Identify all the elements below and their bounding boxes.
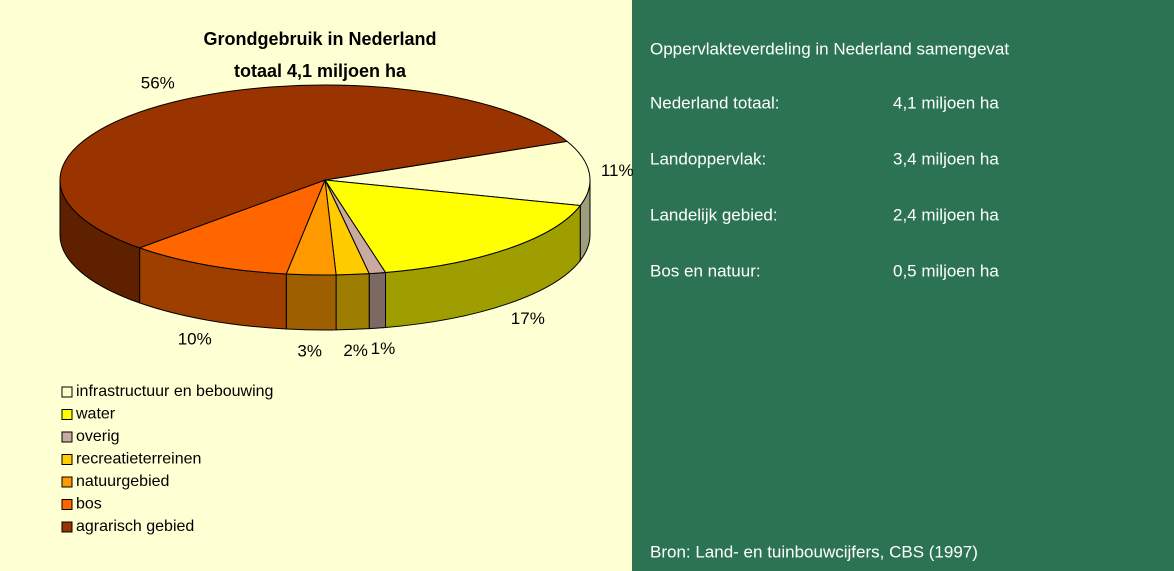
pie-slice — [138, 179, 326, 275]
value-label: 56% — [141, 73, 175, 92]
row-value: 3,4 miljoen ha — [893, 149, 999, 168]
row-label: Landelijk gebied: — [650, 205, 778, 224]
chart-subtitle: totaal 4,1 miljoen ha — [234, 61, 407, 81]
legend-label: recreatieterreinen — [76, 451, 201, 468]
row-label: Bos en natuur: — [650, 261, 761, 280]
legend-label: infrastructuur en bebouwing — [76, 383, 273, 400]
legend-label: agrarisch gebied — [76, 518, 194, 535]
value-label: 17% — [511, 309, 545, 328]
summary-panel — [632, 0, 1174, 571]
legend-swatch — [61, 476, 73, 488]
pie-slice — [324, 140, 591, 207]
row-label: Nederland totaal: — [650, 93, 779, 112]
row-value: 2,4 miljoen ha — [893, 205, 999, 224]
legend-label: overig — [76, 428, 120, 445]
row-value: 4,1 miljoen ha — [893, 93, 999, 112]
row-value: 0,5 miljoen ha — [893, 261, 999, 280]
legend-swatch — [61, 431, 73, 443]
row-label: Landoppervlak: — [650, 149, 766, 168]
legend-swatch — [61, 521, 73, 533]
panel-title: Oppervlakteverdeling in Nederland sameng… — [650, 39, 1009, 58]
value-label: 11% — [601, 161, 634, 180]
pie-slice-side — [335, 273, 370, 331]
legend-swatch — [61, 499, 73, 510]
value-label: 2% — [343, 341, 368, 360]
legend-label: natuurgebied — [76, 473, 169, 490]
value-label: 10% — [178, 329, 212, 348]
value-label: 1% — [371, 339, 396, 358]
source-note: Bron: Land- en tuinbouwcijfers, CBS (199… — [650, 542, 978, 561]
pie-slice — [59, 84, 569, 249]
legend-swatch — [61, 454, 73, 465]
value-label: 3% — [297, 341, 322, 360]
legend-label: bos — [76, 496, 102, 513]
legend-swatch — [61, 409, 73, 420]
pie-slice — [324, 179, 582, 274]
legend-swatch — [61, 386, 73, 398]
pie-slice-side — [368, 271, 387, 330]
chart-title: Grondgebruik in Nederland — [203, 29, 436, 49]
legend-label: water — [75, 406, 116, 423]
pie-slice-side — [285, 273, 337, 331]
